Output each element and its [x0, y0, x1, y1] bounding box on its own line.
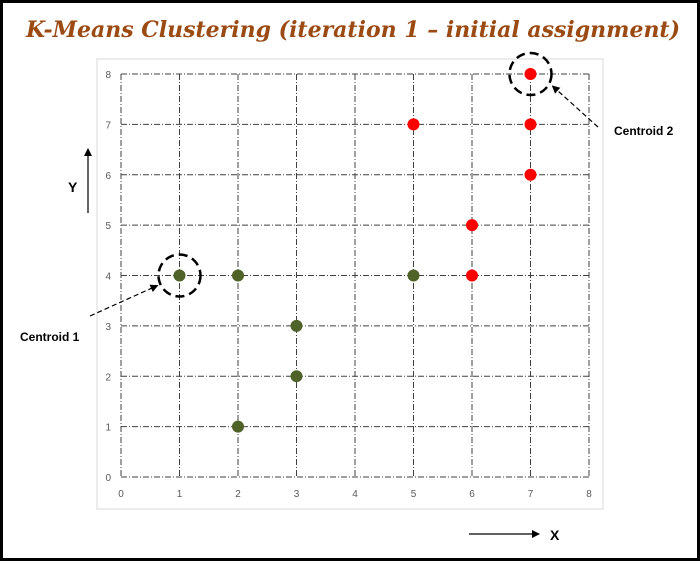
centroid-arrow — [89, 284, 159, 317]
y-tick-label: 4 — [105, 272, 111, 283]
centroid-arrow — [551, 85, 599, 128]
data-point — [407, 118, 420, 131]
centroid-marker — [508, 51, 553, 97]
x-tick-label: 4 — [352, 489, 358, 500]
x-tick-label: 8 — [586, 489, 592, 500]
data-point — [232, 269, 244, 282]
data-point — [524, 118, 537, 131]
x-tick-label: 7 — [528, 489, 534, 500]
y-tick-label: 0 — [105, 473, 111, 484]
data-point — [290, 370, 303, 383]
centroid-label: Centroid 1 — [20, 330, 80, 344]
x-tick-label: 3 — [294, 489, 300, 500]
x-tick-label: 0 — [118, 489, 124, 500]
x-tick-label: 5 — [411, 489, 417, 500]
data-point — [466, 269, 478, 282]
x-tick-label: 2 — [235, 489, 241, 500]
y-tick-label: 8 — [105, 70, 111, 81]
data-point — [407, 269, 420, 282]
y-tick-label: 5 — [105, 221, 111, 232]
chart-title: K-Means Clustering (iteration 1 – initia… — [25, 17, 681, 43]
data-point — [524, 68, 537, 80]
y-tick-label: 2 — [105, 372, 111, 383]
y-tick-label: 7 — [105, 120, 111, 131]
centroid-marker — [157, 253, 202, 298]
x-tick-label: 6 — [469, 489, 475, 500]
data-point — [173, 269, 186, 282]
chart-area-border — [96, 58, 604, 510]
y-tick-label: 3 — [105, 322, 111, 333]
centroid-label: Centroid 2 — [614, 124, 674, 138]
y-axis-label: Y — [68, 179, 78, 195]
scatter-plot: 0 1 2 3 4 5 6 7 8 0 1 2 3 4 5 6 7 8 Centroid 1 Centroid 2 Y X — [20, 51, 674, 543]
x-tick-label: 1 — [177, 489, 183, 500]
y-tick-label: 6 — [105, 171, 111, 182]
data-point — [290, 319, 303, 332]
data-point — [524, 168, 537, 181]
x-axis-label: X — [550, 527, 560, 543]
data-point — [466, 219, 478, 232]
data-point — [232, 420, 244, 433]
y-tick-label: 1 — [105, 423, 111, 434]
